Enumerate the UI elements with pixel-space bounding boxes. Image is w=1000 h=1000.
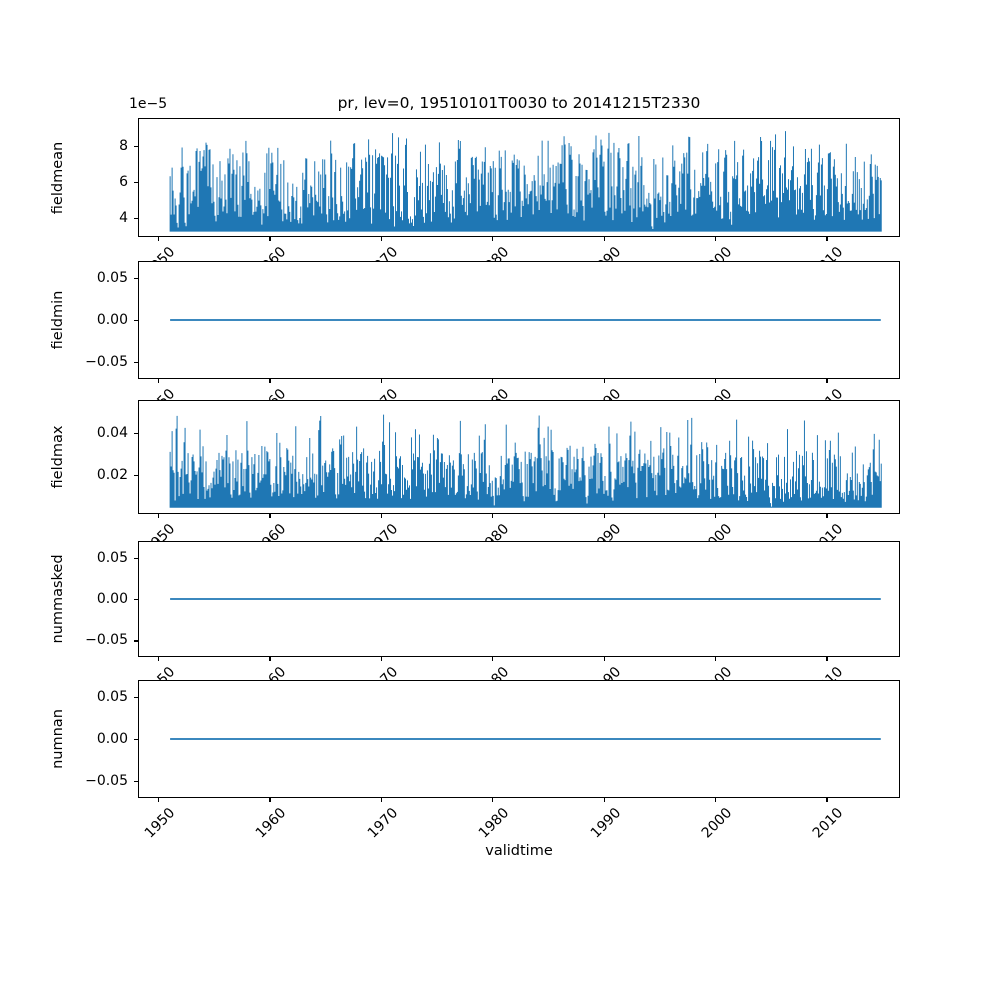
plot-area-fieldmin: [139, 262, 899, 378]
x-tick-mark: [158, 798, 160, 802]
x-tick-mark: [269, 514, 271, 518]
y-tick-label-fieldmin: 0.05: [96, 269, 128, 286]
x-tick-mark: [492, 798, 494, 802]
x-tick-mark: [826, 514, 828, 518]
y-tick-mark-nummasked: [134, 640, 138, 642]
y-tick-label-fieldmin: −0.05: [85, 354, 128, 371]
plot-area-fieldmax: [139, 401, 899, 513]
x-tick-mark: [603, 379, 605, 383]
x-tick-mark: [269, 798, 271, 802]
x-tick-mark: [158, 379, 160, 383]
y-tick-mark-fieldmax: [134, 432, 138, 434]
x-tick-mark: [380, 657, 382, 661]
x-tick-mark: [715, 379, 717, 383]
y-tick-mark-fieldmax: [134, 474, 138, 477]
x-tick-mark: [715, 657, 717, 661]
y-tick-mark-fieldmin: [134, 320, 138, 322]
x-tick-mark: [603, 514, 605, 518]
y-tick-mark-fieldmin: [134, 362, 138, 364]
x-axis-label: validtime: [485, 843, 553, 859]
series-line-fieldmean: [169, 131, 882, 232]
y-tick-mark-nummasked: [134, 599, 138, 601]
y-tick-label-fieldmean: 6: [119, 174, 128, 190]
y-tick-label-fieldmin: 0.00: [96, 312, 128, 328]
x-tick-mark: [269, 237, 271, 241]
plot-panel-fieldmin: [138, 261, 900, 379]
plot-panel-fieldmax: [138, 400, 900, 514]
y-tick-mark-numnan: [134, 739, 138, 741]
y-tick-label-fieldmean: 8: [119, 137, 128, 154]
x-tick-mark: [380, 237, 382, 241]
y-tick-mark-fieldmean: [134, 182, 138, 184]
y-tick-label-nummasked: 0.05: [96, 549, 128, 566]
x-tick-mark: [158, 237, 160, 241]
y-tick-label-fieldmean: 4: [119, 210, 128, 227]
y-tick-label-numnan: 0.05: [96, 688, 128, 705]
plot-panel-fieldmean: [138, 118, 900, 237]
x-tick-mark: [826, 798, 828, 802]
x-tick-mark: [715, 237, 717, 241]
y-tick-label-nummasked: 0.00: [96, 591, 128, 607]
x-tick-mark: [826, 237, 828, 241]
y-tick-mark-fieldmin: [134, 277, 138, 279]
x-tick-mark: [380, 379, 382, 383]
x-tick-mark: [492, 657, 494, 661]
y-tick-mark-fieldmean: [134, 145, 138, 148]
plot-panel-numnan: [138, 680, 900, 798]
x-tick-mark: [715, 514, 717, 518]
y-tick-mark-numnan: [134, 781, 138, 783]
y-tick-mark-numnan: [134, 696, 138, 698]
figure-title: pr, lev=0, 19510101T0030 to 20141215T233…: [337, 94, 701, 112]
x-tick-mark: [269, 379, 271, 383]
y-tick-mark-nummasked: [134, 557, 138, 559]
x-tick-mark: [603, 657, 605, 661]
x-tick-mark: [380, 514, 382, 518]
y-tick-label-nummasked: −0.05: [85, 632, 128, 649]
x-tick-mark: [158, 514, 160, 518]
x-tick-mark: [492, 237, 494, 241]
x-tick-mark: [269, 657, 271, 661]
x-tick-mark: [158, 657, 160, 661]
x-tick-mark: [603, 798, 605, 802]
x-tick-mark: [603, 237, 605, 241]
x-tick-mark: [380, 798, 382, 802]
y-tick-label-numnan: 0.00: [96, 731, 128, 747]
y-tick-mark-fieldmean: [134, 218, 138, 220]
y-axis-offset-text-fieldmean: 1e−5: [129, 96, 168, 112]
y-tick-label-fieldmax: 0.02: [96, 466, 128, 483]
y-tick-label-fieldmax: 0.04: [96, 424, 128, 441]
x-tick-mark: [826, 657, 828, 661]
x-tick-mark: [715, 798, 717, 802]
series-line-fieldmax: [169, 414, 882, 508]
x-tick-mark: [492, 514, 494, 518]
y-axis-label-fieldmax: fieldmax: [50, 425, 66, 489]
plot-area-nummasked: [139, 542, 899, 656]
plot-area-fieldmean: [139, 119, 899, 236]
x-tick-mark: [492, 379, 494, 383]
plot-area-numnan: [139, 681, 899, 797]
y-tick-label-numnan: −0.05: [85, 773, 128, 790]
plot-panel-nummasked: [138, 541, 900, 657]
x-tick-mark: [826, 379, 828, 383]
